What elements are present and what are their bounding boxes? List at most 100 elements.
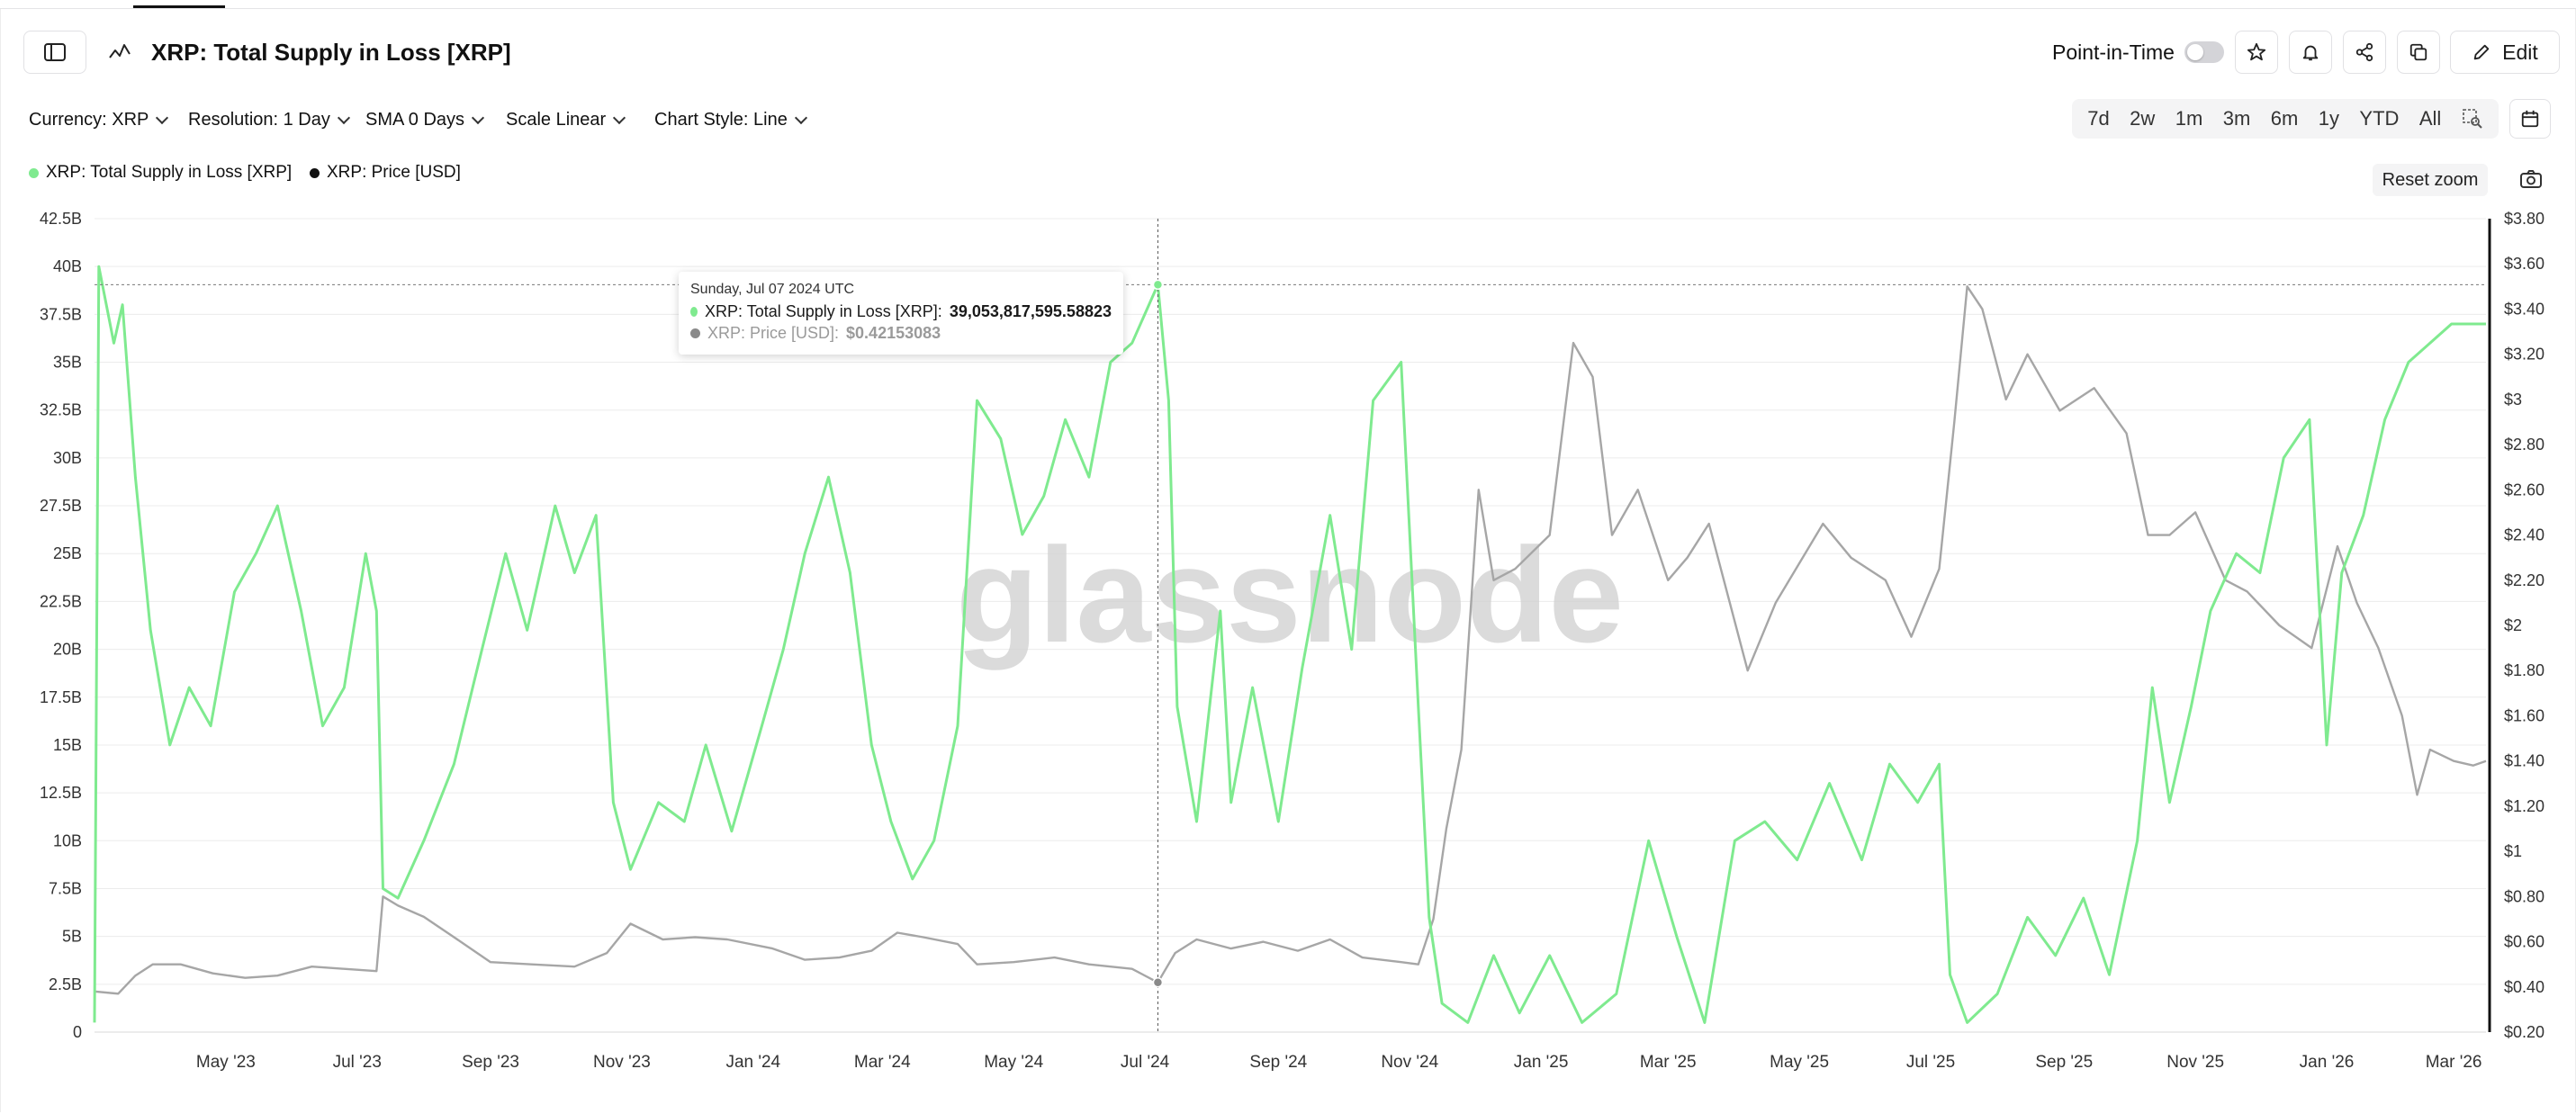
y-right-tick-label: $1.60 — [2504, 706, 2544, 724]
x-tick-label: Jul '23 — [333, 1053, 382, 1072]
range-3m[interactable]: 3m — [2222, 107, 2251, 130]
x-tick-label: May '25 — [1770, 1053, 1829, 1072]
grid-lines — [95, 218, 2486, 1033]
share-icon — [2355, 42, 2373, 62]
scale-dropdown-label: Scale Linear — [506, 110, 607, 130]
range-2w[interactable]: 2w — [2130, 107, 2156, 130]
hover-point-supply — [1152, 279, 1164, 291]
top-nav-bar — [0, 0, 2576, 9]
pencil-icon — [2473, 44, 2490, 60]
range-all[interactable]: All — [2418, 107, 2442, 130]
legend-item-price[interactable]: XRP: Price [USD] — [310, 162, 461, 184]
series-line-price — [94, 285, 2487, 995]
star-icon — [2247, 42, 2266, 61]
copy-icon — [2409, 43, 2427, 61]
point-in-time-label: Point-in-Time — [2052, 40, 2175, 64]
range-1y[interactable]: 1y — [2318, 107, 2339, 130]
crosshair — [95, 219, 2486, 1032]
y-left-tick-label: 2.5B — [49, 975, 82, 993]
time-range-selector: 7d 2w 1m 3m 6m 1y YTD All — [2072, 99, 2499, 139]
sma-dropdown[interactable]: SMA 0 Days — [365, 108, 485, 131]
active-tab-indicator — [133, 5, 225, 8]
currency-dropdown[interactable]: Currency: XRP — [29, 108, 169, 131]
y-right-tick-label: $3.40 — [2504, 300, 2544, 318]
x-tick-label: Jan '25 — [1514, 1053, 1569, 1072]
x-tick-label: Mar '26 — [2426, 1053, 2482, 1072]
alert-button[interactable] — [2289, 31, 2332, 74]
y-right-tick-label: $3.60 — [2504, 255, 2544, 273]
y-left-tick-label: 12.5B — [40, 784, 82, 802]
x-tick-label: Sep '24 — [1249, 1053, 1307, 1072]
range-7d[interactable]: 7d — [2087, 107, 2110, 130]
y-right-tick-label: $1.40 — [2504, 752, 2544, 770]
y-right-tick-label: $0.80 — [2504, 887, 2544, 905]
duplicate-button[interactable] — [2397, 31, 2440, 74]
y-axis-right: $0.20 $0.40 $0.60 $0.80 $1 $1.20 $1.40 $1.60 $1.… — [2504, 210, 2544, 1041]
tooltip-date: Sunday, Jul 07 2024 UTC — [690, 282, 855, 297]
x-tick-label: Nov '24 — [1381, 1053, 1438, 1072]
x-tick-label: Jan '24 — [725, 1053, 780, 1072]
y-left-tick-label: 17.5B — [40, 688, 82, 706]
page-title: XRP: Total Supply in Loss [XRP] — [151, 39, 511, 66]
toggle-knob — [2187, 44, 2203, 60]
y-left-tick-label: 40B — [53, 257, 82, 275]
legend-dot-green — [29, 167, 39, 178]
y-right-tick-label: $2 — [2504, 616, 2522, 634]
edit-button-label: Edit — [2502, 40, 2538, 64]
watermark: glassnode — [956, 519, 1624, 670]
tooltip-dot-green — [690, 306, 698, 317]
resolution-dropdown[interactable]: Resolution: 1 Day — [188, 108, 350, 131]
bell-icon — [2302, 45, 2319, 61]
y-left-tick-label: 0 — [73, 1023, 82, 1041]
camera-icon[interactable] — [2519, 169, 2543, 189]
zoom-select-icon[interactable] — [2462, 108, 2483, 130]
legend-item-supply-in-loss[interactable]: XRP: Total Supply in Loss [XRP] — [29, 162, 292, 184]
sma-dropdown-label: SMA 0 Days — [365, 110, 465, 130]
point-in-time-toggle[interactable] — [2184, 41, 2224, 63]
y-left-tick-label: 35B — [53, 354, 82, 372]
y-left-tick-label: 32.5B — [40, 401, 82, 419]
y-left-tick-label: 30B — [53, 449, 82, 467]
y-right-tick-label: $2.20 — [2504, 571, 2544, 589]
x-tick-label: Jan '26 — [2300, 1053, 2355, 1072]
y-left-tick-label: 22.5B — [40, 592, 82, 610]
tooltip-supply-value: 39,053,817,595.58823 — [949, 302, 1112, 320]
x-tick-label: May '23 — [196, 1053, 256, 1072]
y-right-tick-label: $2.40 — [2504, 526, 2544, 544]
y-left-tick-label: 7.5B — [49, 879, 82, 897]
legend-label-price: XRP: Price [USD] — [327, 163, 461, 182]
series-line-supply-in-loss — [93, 265, 2486, 1024]
y-left-tick-label: 5B — [62, 928, 82, 946]
tooltip-price-label: XRP: Price [USD]: — [707, 324, 840, 342]
chart-style-dropdown[interactable]: Chart Style: Line — [654, 108, 807, 131]
y-right-tick-label: $3.80 — [2504, 210, 2544, 228]
y-right-tick-label: $3.20 — [2504, 346, 2544, 364]
range-ytd[interactable]: YTD — [2359, 107, 2400, 130]
edit-button[interactable]: Edit — [2450, 31, 2560, 74]
range-1m[interactable]: 1m — [2175, 107, 2203, 130]
tooltip-supply-label: XRP: Total Supply in Loss [XRP]: — [705, 302, 942, 320]
calendar-icon — [2521, 110, 2539, 128]
x-tick-label: Sep '23 — [462, 1053, 519, 1072]
y-right-tick-label: $2.60 — [2504, 481, 2544, 499]
y-right-tick-label: $0.60 — [2504, 933, 2544, 951]
y-left-tick-label: 25B — [53, 544, 82, 562]
favorite-button[interactable] — [2235, 31, 2278, 74]
range-6m[interactable]: 6m — [2270, 107, 2299, 130]
tooltip-row-supply: XRP: Total Supply in Loss [XRP]: 39,053,… — [690, 301, 1112, 322]
x-tick-label: Mar '24 — [854, 1053, 911, 1072]
sidebar-toggle-button[interactable] — [23, 31, 86, 74]
y-right-tick-label: $0.40 — [2504, 978, 2544, 996]
x-tick-label: Jul '24 — [1121, 1053, 1170, 1072]
currency-dropdown-label: Currency: XRP — [29, 110, 149, 130]
scale-dropdown[interactable]: Scale Linear — [506, 108, 626, 131]
date-picker-button[interactable] — [2509, 99, 2551, 139]
tooltip-row-price: XRP: Price [USD]: $0.42153083 — [690, 322, 1112, 344]
reset-zoom-button[interactable]: Reset zoom — [2373, 164, 2488, 196]
share-button[interactable] — [2343, 31, 2386, 74]
y-right-tick-label: $3 — [2504, 391, 2522, 409]
chart-tooltip: Sunday, Jul 07 2024 UTC XRP: Total Suppl… — [679, 272, 1123, 355]
x-tick-label: Nov '23 — [593, 1053, 651, 1072]
x-tick-label: May '24 — [984, 1053, 1043, 1072]
